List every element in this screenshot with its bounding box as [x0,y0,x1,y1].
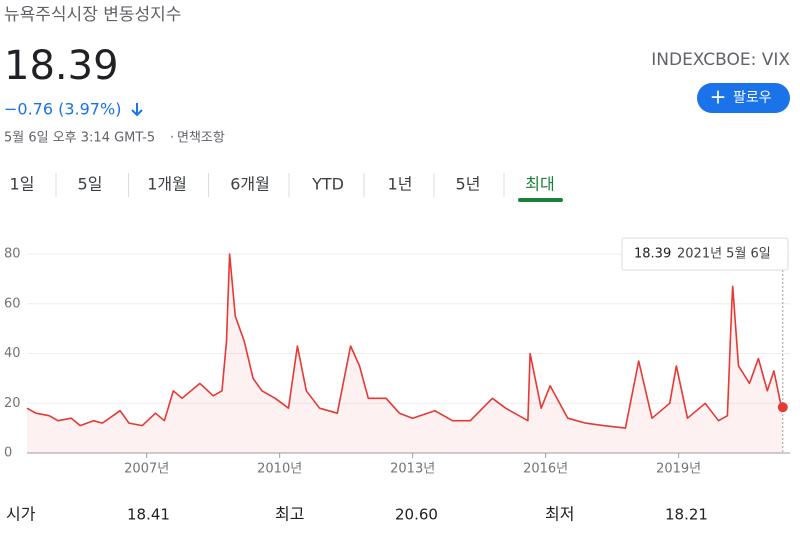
down-arrow [131,103,143,117]
tab[interactable]: 최대 [525,175,554,194]
tab[interactable]: 5년 [456,175,481,194]
y-tick-label: 0 [4,446,12,461]
stat-value: 18.21 [665,506,708,524]
stat-value: 20.60 [395,506,438,524]
x-tick-label: 2019년 [656,462,701,477]
x-tick-label: 2010년 [257,462,302,477]
title: 뉴욕주식시장 변동성지수 [4,5,181,25]
stat-label: 최저 [545,505,574,524]
tab-underline [518,198,563,202]
tooltip-value: 18.39 [634,247,671,262]
tooltip-box [621,237,789,271]
tab[interactable]: 1일 [10,175,35,194]
follow-button[interactable] [697,83,790,113]
tab[interactable]: 1년 [388,175,413,194]
separator: · [170,131,174,146]
disclaimer[interactable]: 면책조항 [177,131,225,146]
tab[interactable]: YTD [311,175,344,194]
follow-label[interactable]: 팔로우 [733,90,772,106]
y-tick-label: 60 [4,296,21,311]
x-tick-label: 2013년 [390,462,435,477]
plus-icon: + [710,85,727,109]
tab[interactable]: 6개월 [230,175,270,194]
tab[interactable]: 5일 [78,175,103,194]
change: −0.76 (3.97%) [4,100,121,119]
ticker: INDEXCBOE: VIX [651,50,790,70]
stat-label: 시가 [6,505,36,524]
x-tick-label: 2016년 [523,462,568,477]
stat-value: 18.41 [127,506,170,524]
y-tick-label: 80 [4,247,21,262]
timestamp: 5월 6일 오후 3:14 GMT-5 [4,131,155,146]
end-point [777,402,788,413]
x-tick-label: 2007년 [124,462,169,477]
line [26,253,784,429]
tab[interactable]: 1개월 [147,175,187,194]
tooltip-date: 2021년 5월 6일 [677,247,771,262]
y-tick-label: 40 [4,346,21,361]
area [27,254,783,453]
stat-label: 최고 [275,505,304,524]
price: 18.39 [4,43,119,89]
y-tick-label: 20 [4,396,21,411]
